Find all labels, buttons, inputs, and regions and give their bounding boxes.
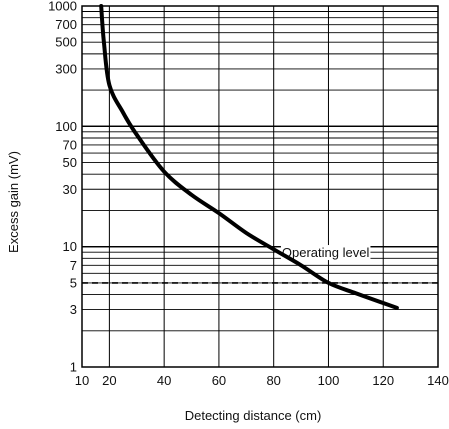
excess-gain-curve: [99, 4, 399, 310]
x-tick-label: 20: [102, 373, 116, 388]
x-tick-label: 40: [157, 373, 171, 388]
y-axis-ticks: 1 3 5 7 10 30 50 70 100 300 500 700 1000: [48, 0, 77, 375]
y-tick-label: 10: [63, 239, 77, 254]
x-tick-label: 140: [427, 373, 449, 388]
y-tick-label: 1000: [48, 0, 77, 14]
y-tick-label: 700: [55, 17, 77, 32]
grid-lines: [82, 6, 438, 367]
y-axis-label: Excess gain (mV): [6, 151, 21, 253]
y-tick-label: 70: [63, 137, 77, 152]
operating-level-label: Operating level: [282, 245, 370, 260]
operating-level-label-background: [280, 245, 371, 261]
y-tick-label: 300: [55, 61, 77, 76]
y-tick-label: 1: [70, 360, 77, 375]
x-tick-label: 60: [212, 373, 226, 388]
y-tick-label: 500: [55, 35, 77, 50]
y-tick-label: 7: [70, 258, 77, 273]
x-axis-label: Detecting distance (cm): [185, 408, 322, 423]
major-grid-lines: [82, 125, 438, 248]
y-tick-label: 30: [63, 182, 77, 197]
x-tick-label: 10: [75, 373, 89, 388]
x-tick-label: 120: [372, 373, 394, 388]
y-tick-label: 50: [63, 155, 77, 170]
y-tick-label: 3: [70, 302, 77, 317]
x-tick-label: 80: [266, 373, 280, 388]
y-tick-label: 5: [70, 275, 77, 290]
plot-frame: [81, 5, 439, 368]
y-tick-label: 100: [55, 119, 77, 134]
x-tick-label: 100: [318, 373, 340, 388]
x-axis-ticks: 10 20 40 60 80 100 120 140: [75, 373, 449, 388]
